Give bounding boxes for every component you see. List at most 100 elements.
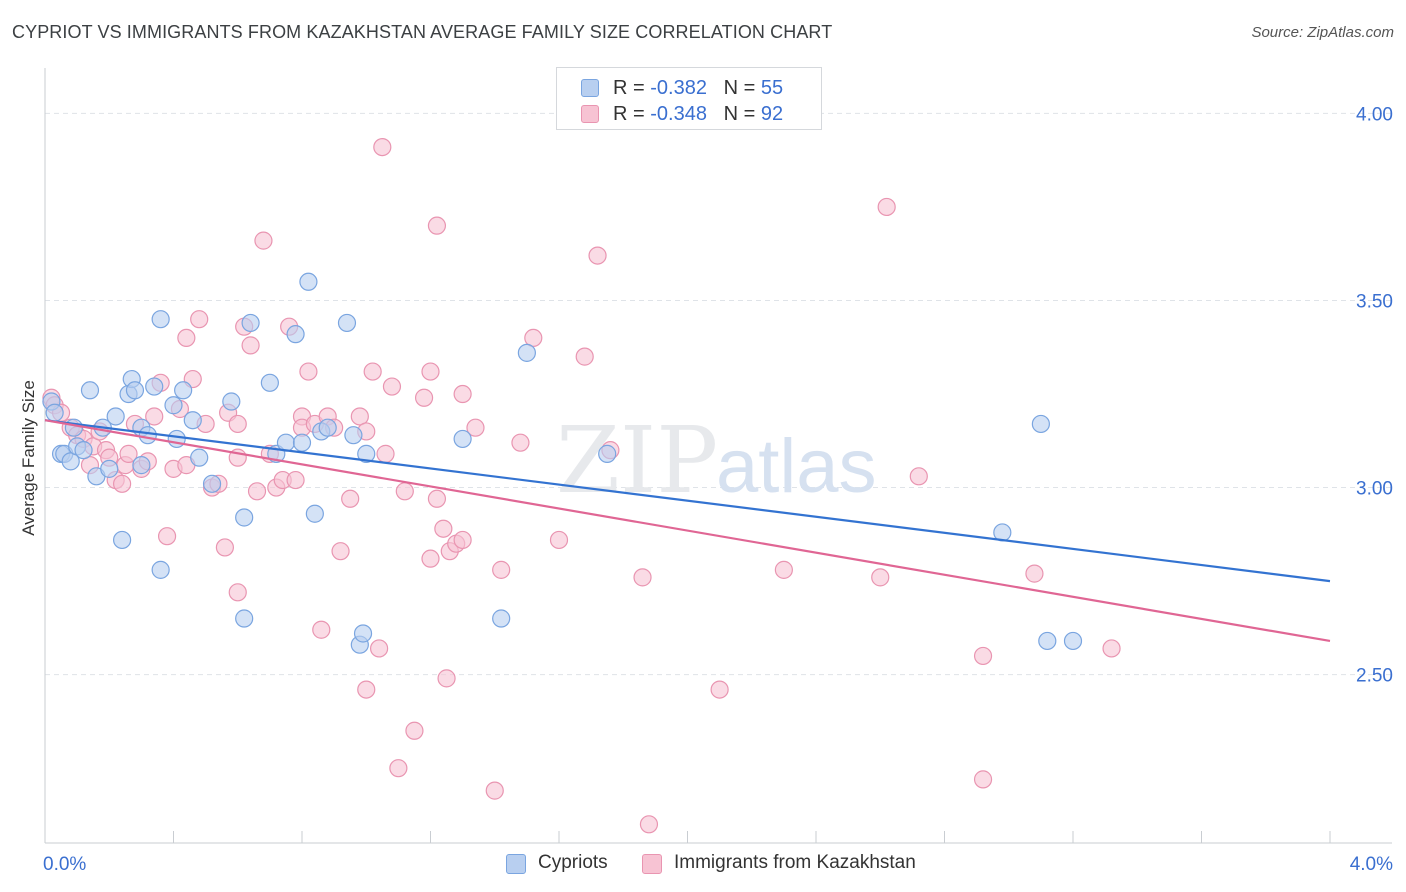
watermark: ZIP atlas bbox=[556, 407, 877, 514]
kazakhstan-point bbox=[466, 418, 485, 437]
cypriot-point bbox=[74, 441, 93, 460]
data-points bbox=[42, 137, 1121, 834]
kazakhstan-point bbox=[524, 328, 543, 348]
kazakhstan-point bbox=[341, 489, 360, 508]
kazakhstan-point bbox=[190, 310, 209, 329]
legend-r-label: R = bbox=[613, 77, 651, 99]
y-tick-label: 2.50 bbox=[1356, 666, 1393, 687]
cypriot-point bbox=[598, 444, 617, 463]
cypriot-point bbox=[344, 426, 363, 445]
kazakhstan-point bbox=[373, 137, 392, 157]
kazakhstan-point bbox=[421, 549, 440, 568]
cypriot-point bbox=[299, 272, 318, 291]
cypriot-point bbox=[64, 418, 84, 437]
series-legend: Cypriots Immigrants from Kazakhstan bbox=[0, 852, 1406, 878]
cypriot-point bbox=[292, 433, 312, 452]
kazakhstan-point bbox=[357, 680, 376, 699]
kazakhstan-point bbox=[241, 336, 260, 355]
cypriot-point bbox=[112, 530, 132, 550]
cypriot-point bbox=[318, 418, 337, 437]
watermark-zip: ZIP bbox=[556, 407, 718, 514]
correlation-legend: R = -0.382 N = 55 R = -0.348 N = 92 bbox=[556, 67, 822, 130]
legend-r-label: R = bbox=[613, 103, 651, 125]
trend-lines bbox=[44, 419, 1331, 643]
kazakhstan-point bbox=[350, 407, 369, 426]
cypriot-point bbox=[190, 448, 209, 467]
cypriot-point bbox=[1063, 631, 1083, 651]
legend-r-value: -0.382 bbox=[650, 77, 707, 99]
cypriot-point bbox=[353, 624, 373, 643]
cypriot-point bbox=[1031, 414, 1050, 434]
cypriot-point bbox=[235, 508, 254, 527]
y-axis-label: Average Family Size bbox=[19, 380, 38, 536]
kazakhstan-point bbox=[395, 482, 414, 501]
axes: 2.50 3.00 3.50 4.00 0.0% 4.0% bbox=[43, 68, 1393, 875]
legend-label: Cypriots bbox=[538, 852, 608, 873]
kazakhstan-point bbox=[376, 444, 395, 463]
kazakhstan-point bbox=[1025, 564, 1044, 583]
kazakhstan-point bbox=[414, 388, 434, 407]
kazakhstan-point bbox=[909, 467, 928, 486]
kazakhstan-point bbox=[286, 470, 305, 490]
kazakhstan-point bbox=[299, 362, 318, 381]
kazakhstan-point bbox=[254, 231, 273, 250]
legend-n-value: 92 bbox=[760, 103, 784, 125]
kazakhstan-point bbox=[973, 646, 993, 666]
kazakhstan-point bbox=[774, 560, 793, 579]
cypriot-point bbox=[260, 373, 279, 392]
kazakhstan-point bbox=[434, 519, 453, 538]
kazakhstan-point bbox=[427, 216, 447, 235]
x-tick-label: 0.0% bbox=[43, 854, 86, 875]
kazakhstan-point bbox=[973, 770, 993, 789]
cypriot-point bbox=[106, 407, 125, 426]
kazakhstan-point bbox=[215, 538, 234, 557]
cypriot-point bbox=[337, 313, 357, 333]
legend-label: Immigrants from Kazakhstan bbox=[674, 852, 916, 873]
kazakhstan-point bbox=[119, 444, 138, 463]
kazakhstan-point bbox=[588, 246, 607, 265]
kazakhstan-point bbox=[1102, 639, 1121, 658]
kazakhstan-point bbox=[405, 721, 424, 740]
kazakhstan-point bbox=[710, 680, 729, 699]
legend-n-value: 55 bbox=[760, 77, 784, 99]
kazakhstan-point bbox=[389, 759, 408, 778]
kazakhstan-point bbox=[549, 530, 569, 550]
cypriot-point bbox=[151, 560, 170, 579]
cypriot-point bbox=[492, 609, 511, 628]
cypriot-point bbox=[80, 381, 100, 400]
cypriot-point bbox=[45, 403, 64, 422]
kazakhstan-point bbox=[492, 560, 511, 579]
y-tick-label: 3.50 bbox=[1356, 291, 1393, 312]
cypriot-point bbox=[286, 325, 305, 344]
kazakhstan-point bbox=[633, 568, 652, 587]
y-tick-label: 3.00 bbox=[1356, 479, 1393, 500]
cypriot-point bbox=[132, 456, 151, 475]
kazakhstan-point bbox=[312, 620, 331, 639]
legend-n-label: N = bbox=[723, 77, 761, 99]
cypriot-trend-line bbox=[44, 419, 1331, 583]
cypriot-point bbox=[202, 474, 222, 493]
legend-swatch-blue bbox=[506, 854, 526, 874]
cypriot-point bbox=[305, 504, 324, 523]
legend-swatch-blue bbox=[581, 79, 599, 97]
kazakhstan-point bbox=[177, 328, 196, 348]
cypriot-point bbox=[174, 381, 193, 400]
kazakhstan-point bbox=[228, 414, 247, 434]
kazakhstan-point bbox=[370, 639, 389, 658]
kazakhstan-point bbox=[511, 433, 530, 452]
kazakhstan-point bbox=[112, 474, 132, 493]
legend-r-value: -0.348 bbox=[650, 103, 707, 125]
cypriot-point bbox=[145, 377, 164, 396]
cypriot-point bbox=[61, 452, 80, 471]
gridlines bbox=[45, 112, 1392, 676]
cypriot-point bbox=[164, 396, 183, 415]
legend-swatch-pink bbox=[581, 105, 599, 123]
kazakhstan-point bbox=[382, 377, 402, 396]
kazakhstan-point bbox=[331, 542, 350, 561]
kazakhstan-point bbox=[453, 530, 472, 550]
kazakhstan-point bbox=[421, 362, 440, 381]
kazakhstan-point bbox=[877, 197, 896, 217]
kazakhstan-point bbox=[453, 384, 472, 404]
cypriot-point bbox=[453, 429, 472, 449]
